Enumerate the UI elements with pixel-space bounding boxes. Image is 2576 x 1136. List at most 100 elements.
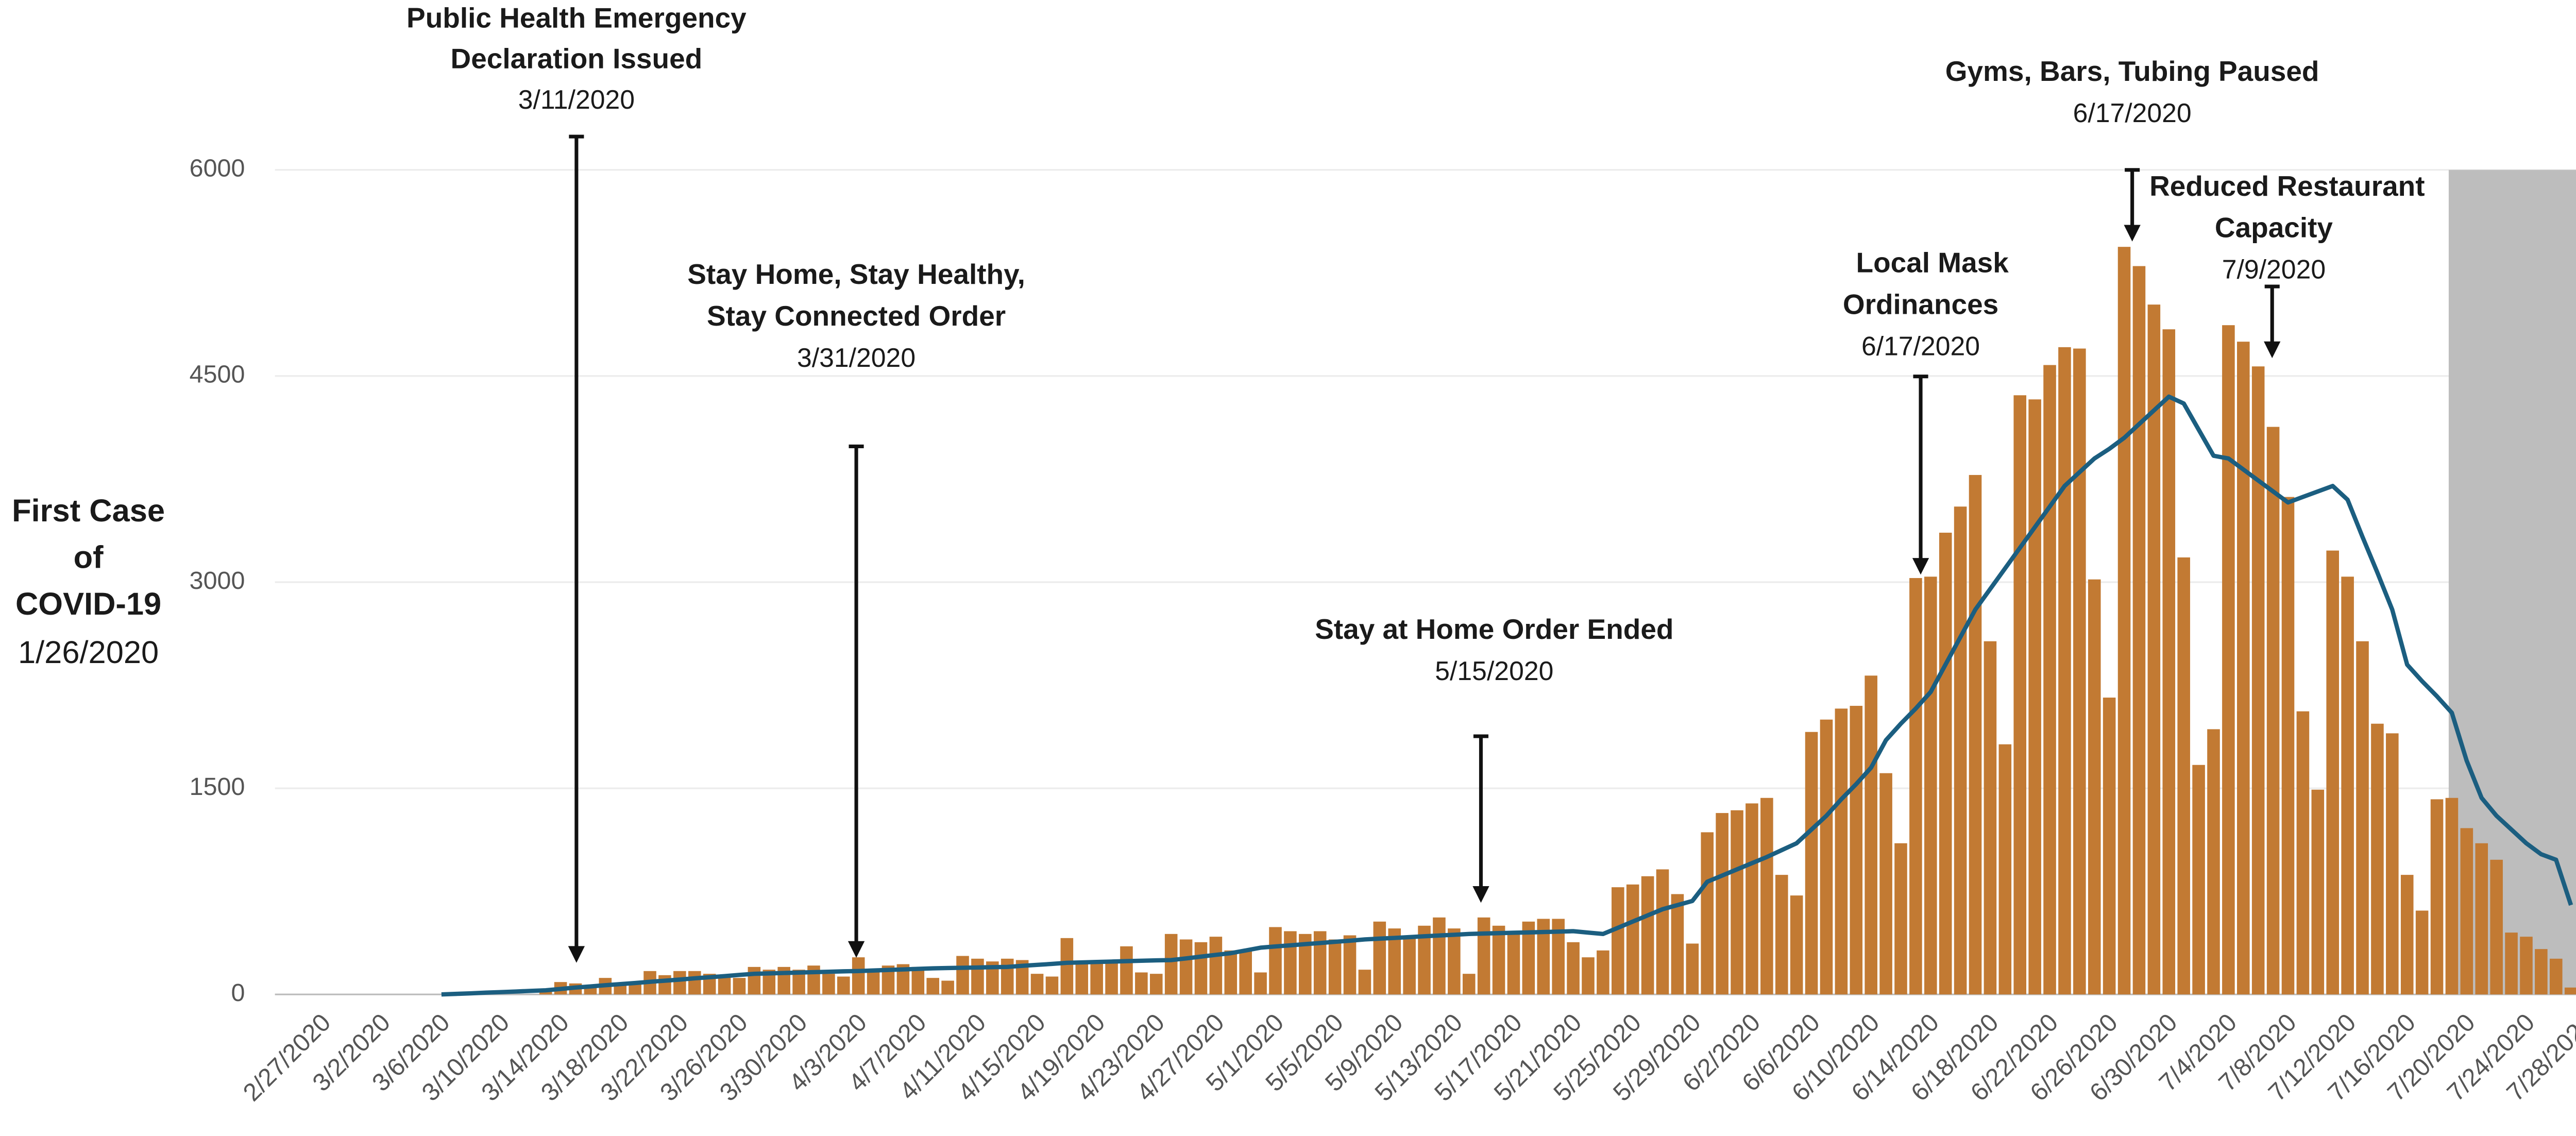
bar (1343, 935, 1357, 995)
bar (837, 976, 850, 995)
annotation: Local Mask Ordinances 6/17/2020 (1843, 247, 2009, 575)
bar (1641, 876, 1654, 995)
bar (2207, 729, 2220, 995)
annotation-text: Stay at Home Order Ended (1315, 613, 1673, 645)
annotation-text: of (74, 540, 104, 575)
bar (1045, 976, 1059, 995)
bar (2520, 937, 2533, 995)
bar (2400, 875, 2414, 995)
bar (688, 971, 701, 995)
bar (867, 970, 880, 995)
bar (1939, 532, 1952, 995)
bar (1701, 832, 1714, 995)
bar (1567, 942, 1580, 995)
bar (2490, 859, 2503, 995)
annotation-date: 6/17/2020 (1861, 331, 1980, 361)
bar (1582, 957, 1595, 995)
bar (2535, 949, 2548, 995)
annotation-date: 3/11/2020 (518, 84, 635, 114)
bar (1269, 927, 1282, 995)
bar (2505, 932, 2518, 995)
bar (1120, 946, 1133, 995)
bar (1626, 884, 1639, 995)
bar (2147, 304, 2161, 995)
bar (1805, 732, 1818, 995)
y-tick-label: 4500 (190, 361, 245, 388)
arrow-head (2264, 341, 2281, 359)
bar (1656, 869, 1669, 995)
bar (941, 980, 954, 995)
bar (1612, 887, 1624, 995)
bar (2460, 828, 2473, 995)
bar (1462, 974, 1476, 995)
bar (2564, 987, 2576, 995)
annotation-text: Local Mask (1856, 247, 2009, 279)
bar (2132, 266, 2146, 995)
bar (1894, 843, 1907, 995)
annotation-date: 6/17/2020 (2073, 98, 2192, 128)
bar (2356, 641, 2369, 995)
bar (1850, 706, 1863, 995)
bar (673, 971, 686, 995)
annotation-text: Reduced Restaurant (2149, 170, 2425, 202)
bar (1865, 675, 1877, 995)
bar (1790, 895, 1803, 995)
bar (956, 956, 969, 995)
annotation-text: Stay Home, Stay Healthy, (687, 258, 1025, 290)
bar (1060, 938, 1074, 995)
bar (1492, 925, 1505, 995)
bar (1328, 939, 1342, 995)
bar (1030, 974, 1044, 995)
bar (1149, 974, 1163, 995)
arrow-head (2124, 225, 2141, 242)
annotation-date: 3/31/2020 (797, 343, 916, 372)
bar (1254, 972, 1267, 995)
bar (971, 958, 984, 995)
bar (2192, 765, 2205, 995)
bar (2117, 247, 2131, 995)
bar (1671, 894, 1684, 995)
bar (1179, 939, 1193, 995)
bar (2266, 427, 2280, 995)
line (441, 394, 2573, 997)
bar (1597, 950, 1609, 995)
bar (1224, 950, 1238, 995)
bar (1731, 810, 1743, 995)
annotation-text: Capacity (2215, 212, 2333, 244)
y-tick-label: 3000 (190, 567, 245, 595)
bar (2386, 733, 2399, 995)
bar (1507, 934, 1520, 995)
bar (1448, 928, 1461, 995)
bar (2028, 399, 2041, 995)
arrow-head (1912, 558, 1929, 575)
bar (2088, 579, 2101, 995)
annotation-text: Gyms, Bars, Tubing Paused (1945, 55, 2319, 87)
bar (2013, 395, 2027, 995)
annotation-date: 5/15/2020 (1435, 656, 1553, 686)
bar (2162, 329, 2176, 995)
bar (1001, 958, 1014, 995)
bar (1924, 577, 1937, 995)
annotation-text: COVID-19 (15, 586, 161, 622)
annotation-date: 1/26/2020 (18, 635, 159, 670)
annotation: First Case of COVID-19 1/26/2020 (12, 493, 165, 670)
bar (911, 967, 925, 995)
arrow-head (1472, 886, 1489, 903)
annotation: Stay at Home Order Ended 5/15/2020 (1315, 613, 1673, 903)
annotation-text: Public Health Emergency (406, 2, 747, 33)
bar (2281, 497, 2295, 995)
bar (2177, 557, 2190, 995)
bar (2371, 723, 2384, 995)
bar (2415, 910, 2429, 995)
bar (2222, 325, 2235, 995)
bar (1239, 950, 1252, 995)
bar (2043, 365, 2056, 995)
annotation-date: 7/9/2020 (2222, 255, 2326, 284)
bar (1879, 773, 1892, 995)
bar (718, 976, 731, 995)
bar (658, 975, 671, 995)
y-tick-label: 0 (231, 979, 245, 1007)
bar (1164, 934, 1178, 995)
